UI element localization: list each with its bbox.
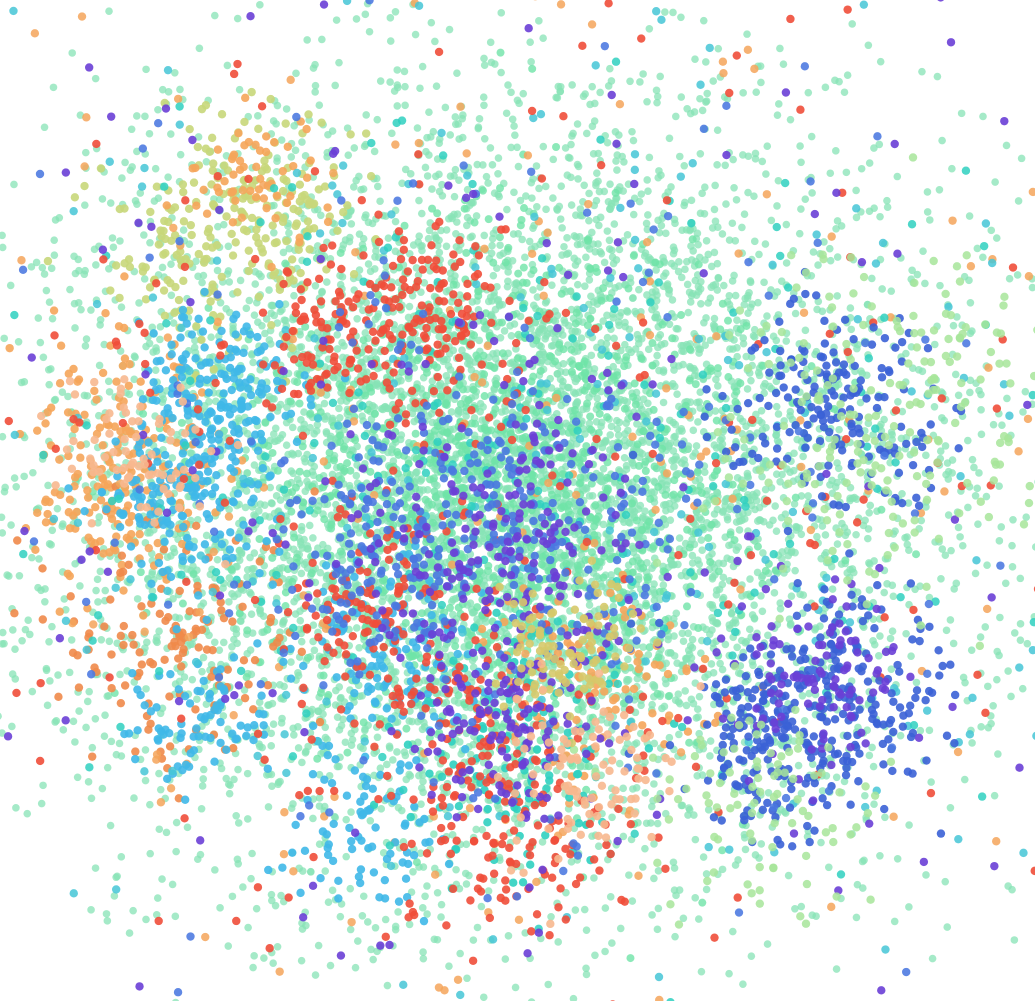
embedding-scatter-plot [0,0,1035,1001]
